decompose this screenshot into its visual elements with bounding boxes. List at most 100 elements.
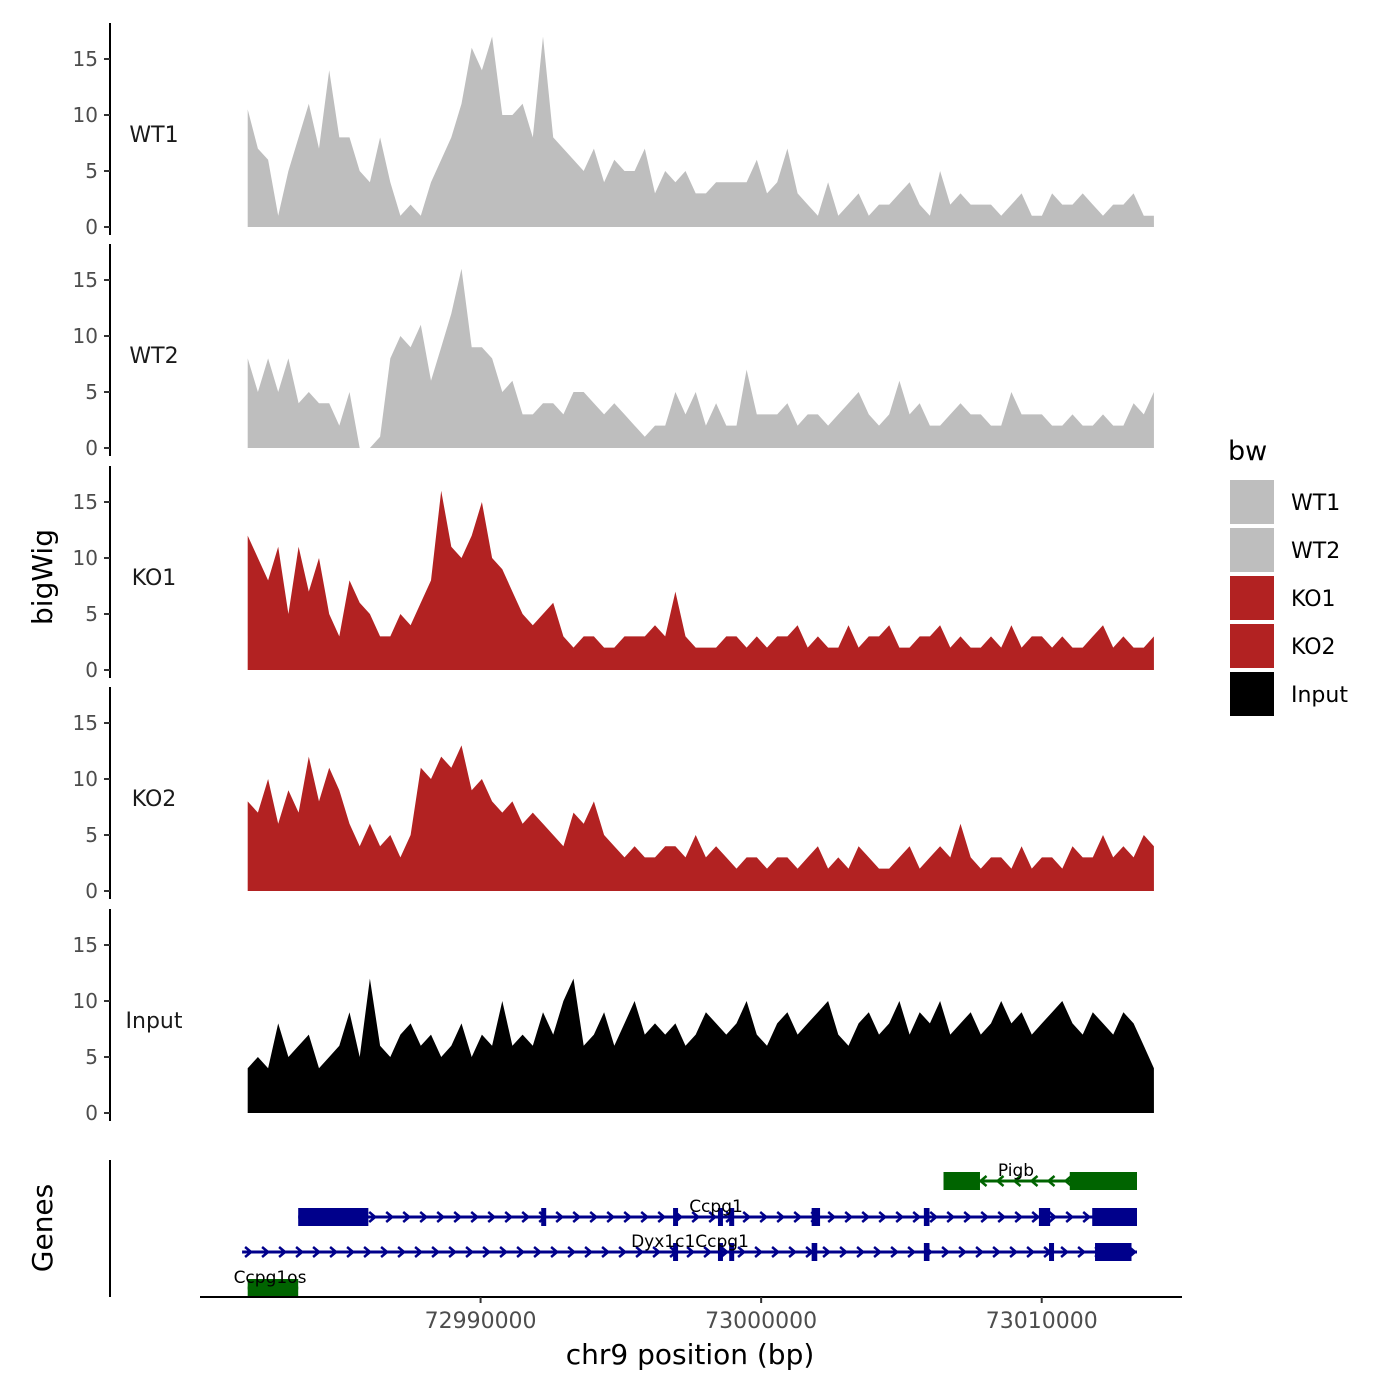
strand-arrow bbox=[601, 1246, 611, 1258]
gene-exon bbox=[1092, 1208, 1137, 1226]
y-tick-label: 10 bbox=[73, 546, 98, 570]
strand-arrow bbox=[482, 1246, 492, 1258]
y-tick-label: 10 bbox=[73, 989, 98, 1013]
y-tick-label: 5 bbox=[85, 1045, 98, 1069]
legend-title: bw bbox=[1228, 436, 1267, 467]
strand-arrow bbox=[652, 1246, 662, 1258]
y-tick-label: 0 bbox=[85, 879, 98, 903]
strand-arrow bbox=[533, 1246, 543, 1258]
strand-arrow bbox=[995, 1175, 1005, 1187]
gene-exon bbox=[943, 1172, 980, 1190]
strand-arrow bbox=[878, 1211, 888, 1223]
gene-exon bbox=[673, 1243, 679, 1261]
y-tick-label: 10 bbox=[73, 767, 98, 791]
strand-arrow bbox=[788, 1246, 798, 1258]
y-tick-label: 0 bbox=[85, 658, 98, 682]
gene-exon bbox=[923, 1243, 930, 1261]
strand-arrow bbox=[606, 1211, 616, 1223]
strand-arrow bbox=[397, 1246, 407, 1258]
strand-arrow bbox=[521, 1211, 531, 1223]
strand-arrow bbox=[793, 1211, 803, 1223]
strand-arrow bbox=[414, 1246, 424, 1258]
gene-exon bbox=[673, 1208, 679, 1226]
coverage-area-input bbox=[247, 978, 1154, 1113]
strand-arrow bbox=[589, 1211, 599, 1223]
x-tick-label: 72990000 bbox=[425, 1309, 537, 1334]
strand-arrow bbox=[958, 1246, 968, 1258]
gene-exon bbox=[717, 1208, 723, 1226]
strand-arrow bbox=[499, 1246, 509, 1258]
strand-arrow bbox=[1065, 1211, 1075, 1223]
gene-exon bbox=[1038, 1208, 1051, 1226]
y-tick-label: 0 bbox=[85, 1101, 98, 1125]
legend-label-ko2: KO2 bbox=[1291, 635, 1336, 660]
strand-arrow bbox=[737, 1246, 747, 1258]
x-axis: 72990000 73000000 73010000 bbox=[200, 1296, 1182, 1334]
strand-arrow bbox=[1012, 1175, 1022, 1187]
gene-label: Ccpg1 bbox=[689, 1197, 743, 1217]
strand-arrow bbox=[402, 1211, 412, 1223]
gene-exon bbox=[729, 1208, 735, 1226]
gene-label: Ccpg1os bbox=[234, 1268, 307, 1288]
strand-arrow bbox=[907, 1246, 917, 1258]
strand-arrow bbox=[635, 1246, 645, 1258]
strand-arrow bbox=[997, 1211, 1007, 1223]
strand-arrow bbox=[708, 1211, 718, 1223]
y-tick-label: 5 bbox=[85, 602, 98, 626]
strand-arrow bbox=[1014, 1211, 1024, 1223]
coverage-area-ko2 bbox=[247, 745, 1154, 891]
track-wt1: 0 5 10 15 WT1 bbox=[73, 23, 1154, 239]
x-axis-title: chr9 position (bp) bbox=[566, 1338, 815, 1371]
strand-arrow bbox=[912, 1211, 922, 1223]
strand-arrow bbox=[1077, 1246, 1087, 1258]
strand-arrow bbox=[1026, 1246, 1036, 1258]
strand-arrow bbox=[431, 1246, 441, 1258]
strand-arrow bbox=[861, 1211, 871, 1223]
strand-arrow bbox=[720, 1246, 730, 1258]
gene-exon bbox=[811, 1243, 818, 1261]
gene-exon bbox=[1049, 1243, 1055, 1261]
strand-arrow bbox=[278, 1246, 288, 1258]
gene-exon bbox=[541, 1208, 547, 1226]
strand-arrow bbox=[448, 1246, 458, 1258]
strand-arrow bbox=[873, 1246, 883, 1258]
strand-arrow bbox=[703, 1246, 713, 1258]
strand-arrow bbox=[261, 1246, 271, 1258]
track-label: WT1 bbox=[129, 123, 178, 148]
gene-exon bbox=[729, 1243, 735, 1261]
strand-arrow bbox=[754, 1246, 764, 1258]
gene-label: Dyx1c1Ccpg1 bbox=[631, 1232, 749, 1252]
y-tick-label: 15 bbox=[73, 47, 98, 71]
legend-swatch-ko2 bbox=[1230, 624, 1274, 668]
gene-exon bbox=[1069, 1172, 1137, 1190]
track-label: WT2 bbox=[129, 344, 178, 369]
strand-arrow bbox=[618, 1246, 628, 1258]
strand-arrow bbox=[771, 1246, 781, 1258]
strand-arrow bbox=[776, 1211, 786, 1223]
gene-panel: Pigb Ccpg1 Dyx1c1Ccpg1 Ccpg1os bbox=[109, 1160, 1138, 1297]
strand-arrow bbox=[368, 1211, 378, 1223]
y-tick-label: 15 bbox=[73, 268, 98, 292]
strand-arrow bbox=[890, 1246, 900, 1258]
track-ko2: 0 5 10 15 KO2 bbox=[73, 687, 1154, 903]
gene-exon bbox=[811, 1208, 821, 1226]
coverage-area-wt1 bbox=[247, 36, 1154, 227]
y-tick-label: 15 bbox=[73, 933, 98, 957]
strand-arrow bbox=[1060, 1246, 1070, 1258]
strand-arrow bbox=[844, 1211, 854, 1223]
coverage-area-wt2 bbox=[247, 268, 1154, 448]
strand-arrow bbox=[346, 1246, 356, 1258]
strand-arrow bbox=[691, 1211, 701, 1223]
x-tick-label: 73000000 bbox=[705, 1309, 817, 1334]
strand-arrow bbox=[363, 1246, 373, 1258]
y-tick-label: 0 bbox=[85, 436, 98, 460]
strand-arrow bbox=[504, 1211, 514, 1223]
strand-arrow bbox=[742, 1211, 752, 1223]
gene-dyx1c1ccpg1: Dyx1c1Ccpg1 bbox=[242, 1232, 1138, 1261]
y-tick-label: 0 bbox=[85, 215, 98, 239]
coverage-area-ko1 bbox=[247, 490, 1154, 670]
strand-arrow bbox=[1009, 1246, 1019, 1258]
legend-label-wt2: WT2 bbox=[1291, 539, 1340, 564]
strand-arrow bbox=[312, 1246, 322, 1258]
